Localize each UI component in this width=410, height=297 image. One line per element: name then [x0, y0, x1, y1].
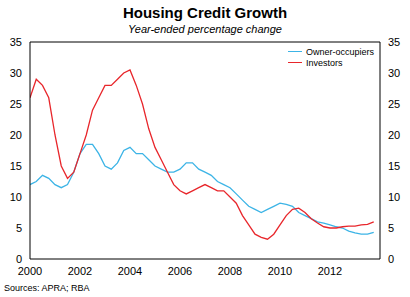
html-text:Housing Credit Growth: Housing Credit Growth	[122, 4, 288, 21]
svg-text:30: 30	[388, 67, 400, 79]
svg-text:10: 10	[388, 191, 400, 203]
svg-text:20: 20	[10, 129, 22, 141]
svg-text:15: 15	[10, 160, 22, 172]
svg-text:5: 5	[16, 222, 22, 234]
html-text:Year-ended percentage change: Year-ended percentage change	[128, 23, 282, 35]
svg-text:2006: 2006	[168, 265, 192, 277]
svg-text:25: 25	[10, 98, 22, 110]
svg-text:15: 15	[388, 160, 400, 172]
html-text:Owner-occupiers: Owner-occupiers	[306, 46, 374, 57]
svg-text:2012: 2012	[318, 265, 342, 277]
svg-text:2000: 2000	[18, 265, 42, 277]
svg-text:2008: 2008	[218, 265, 242, 277]
html-text:Investors: Investors	[306, 57, 343, 68]
svg-text:2002: 2002	[68, 265, 92, 277]
svg-text:2004: 2004	[118, 265, 142, 277]
html-text:Sources: APRA; RBA: Sources: APRA; RBA	[4, 283, 90, 293]
svg-text:5: 5	[388, 222, 394, 234]
svg-text:10: 10	[10, 191, 22, 203]
svg-text:35: 35	[10, 36, 22, 48]
svg-text:20: 20	[388, 129, 400, 141]
svg-text:30: 30	[10, 67, 22, 79]
svg-text:2010: 2010	[268, 265, 292, 277]
svg-text:0: 0	[16, 253, 22, 265]
svg-text:0: 0	[388, 253, 394, 265]
svg-text:35: 35	[388, 36, 400, 48]
svg-text:25: 25	[388, 98, 400, 110]
